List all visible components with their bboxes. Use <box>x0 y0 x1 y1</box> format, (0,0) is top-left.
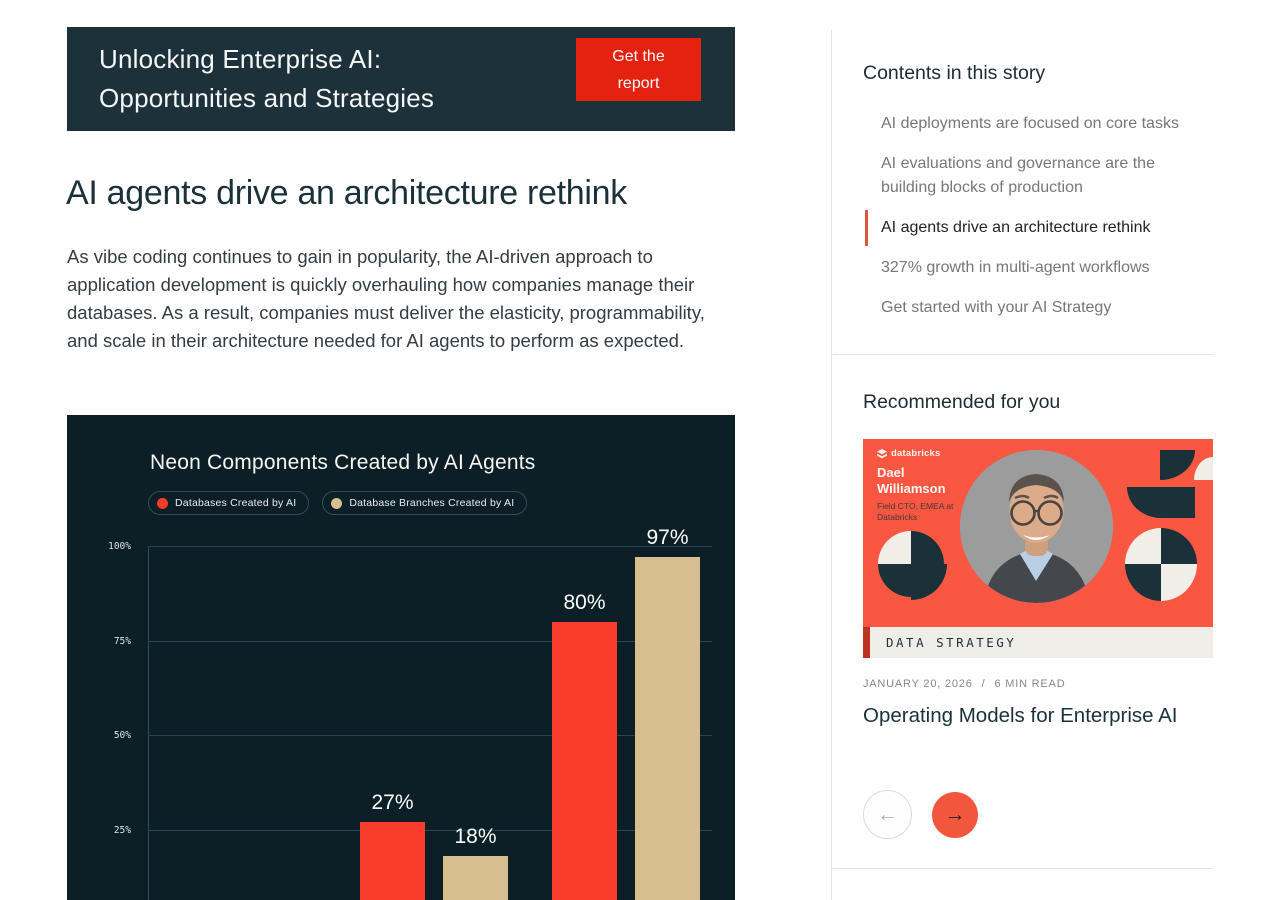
sidebar-vertical-divider <box>831 30 832 900</box>
recommended-meta: JANUARY 20, 2026 / 6 MIN READ <box>863 678 1065 690</box>
category-label: DATA STRATEGY <box>886 635 1017 650</box>
recommended-date: JANUARY 20, 2026 <box>863 678 973 690</box>
deco-quarter-circle <box>1125 564 1161 601</box>
toc-item[interactable]: 327% growth in multi-agent workflows <box>881 259 1150 276</box>
deco-quarter-circle <box>878 564 911 597</box>
chart-bar <box>635 557 700 900</box>
toc-item[interactable]: AI evaluations and governance are the bu… <box>881 155 1155 196</box>
bar-value-label: 27% <box>371 790 414 814</box>
article-heading: AI agents drive an architecture rethink <box>66 174 627 212</box>
deco-quarter-circle <box>1194 457 1213 480</box>
chart-y-axis-line <box>148 546 149 900</box>
chart-legend: Databases Created by AI Database Branches… <box>148 491 528 515</box>
sidebar-bottom-divider <box>833 868 1213 869</box>
legend-pill[interactable]: Databases Created by AI <box>148 491 310 515</box>
bar-value-label: 18% <box>454 824 497 848</box>
sidebar-divider <box>833 354 1213 355</box>
meta-separator: / <box>981 678 986 690</box>
recommended-title[interactable]: Operating Models for Enterprise AI <box>863 704 1178 727</box>
carousel-prev-button[interactable]: ← <box>863 790 912 839</box>
databricks-logo-icon <box>877 448 887 458</box>
recommended-card-image: databricks Dael Williamson Field CTO, EM… <box>863 439 1213 627</box>
toc-item[interactable]: AI deployments are focused on core tasks <box>881 115 1179 132</box>
y-axis-tick-label: 100% <box>108 541 131 552</box>
promo-banner-title: Unlocking Enterprise AI: Opportunities a… <box>99 44 435 113</box>
toc-item[interactable]: Get started with your AI Strategy <box>881 299 1112 316</box>
deco-quarter-circle <box>1160 450 1195 480</box>
legend-label: Databases Created by AI <box>175 497 297 509</box>
arrow-left-icon: ← <box>877 802 898 826</box>
promo-banner: Unlocking Enterprise AI: Opportunities a… <box>67 27 735 131</box>
toc-heading: Contents in this story <box>863 62 1046 84</box>
legend-dot <box>331 497 343 509</box>
chart-title: Neon Components Created by AI Agents <box>150 451 536 474</box>
carousel-next-button[interactable]: → <box>932 792 978 838</box>
recommended-read-time: 6 MIN READ <box>994 678 1066 690</box>
chart-gridline <box>148 640 712 642</box>
category-strip: DATA STRATEGY <box>863 627 1213 658</box>
toc-list: AI deployments are focused on core tasks… <box>865 112 1205 336</box>
chart-bar <box>360 821 425 900</box>
chart-gridline <box>148 735 712 736</box>
toc-item[interactable]: AI agents drive an architecture rethink <box>865 210 1205 246</box>
databricks-logo: databricks <box>877 448 941 459</box>
legend-dot <box>157 497 168 509</box>
deco-quarter-circle <box>1125 528 1161 564</box>
y-axis-tick-label: 50% <box>113 730 131 741</box>
deco-quarter-circle <box>911 564 947 600</box>
chart-gridline <box>148 546 712 547</box>
recommended-heading: Recommended for you <box>863 391 1061 413</box>
category-accent-bar <box>863 627 870 658</box>
y-axis-tick-label: 25% <box>113 824 131 836</box>
chart-bar <box>552 621 617 900</box>
legend-label: Database Branches Created by AI <box>349 497 515 509</box>
chart-gridline <box>148 829 712 831</box>
recommended-card[interactable]: databricks Dael Williamson Field CTO, EM… <box>863 439 1213 658</box>
legend-pill[interactable]: Database Branches Created by AI <box>322 491 528 515</box>
bar-value-label: 97% <box>646 526 689 550</box>
arrow-right-icon: → <box>944 803 966 826</box>
get-report-button[interactable]: Get the report <box>576 38 701 101</box>
chart-bar <box>443 855 508 900</box>
y-axis-tick-label: 75% <box>113 635 131 647</box>
article-paragraph: As vibe coding continues to gain in popu… <box>67 246 705 351</box>
deco-quarter-circle <box>878 531 911 564</box>
deco-square <box>1161 487 1195 518</box>
deco-quarter-circle <box>911 531 944 564</box>
speaker-portrait <box>960 450 1113 603</box>
speaker-role: Field CTO, EMEA at Databricks <box>877 501 954 522</box>
deco-quarter-circle <box>1161 564 1197 601</box>
bar-value-label: 80% <box>563 590 606 614</box>
deco-quarter-circle <box>1161 528 1197 564</box>
deco-quarter-circle <box>1127 487 1161 518</box>
speaker-name: Dael Williamson <box>877 465 946 496</box>
bar-chart-panel: Neon Components Created by AI Agents Dat… <box>67 415 735 900</box>
